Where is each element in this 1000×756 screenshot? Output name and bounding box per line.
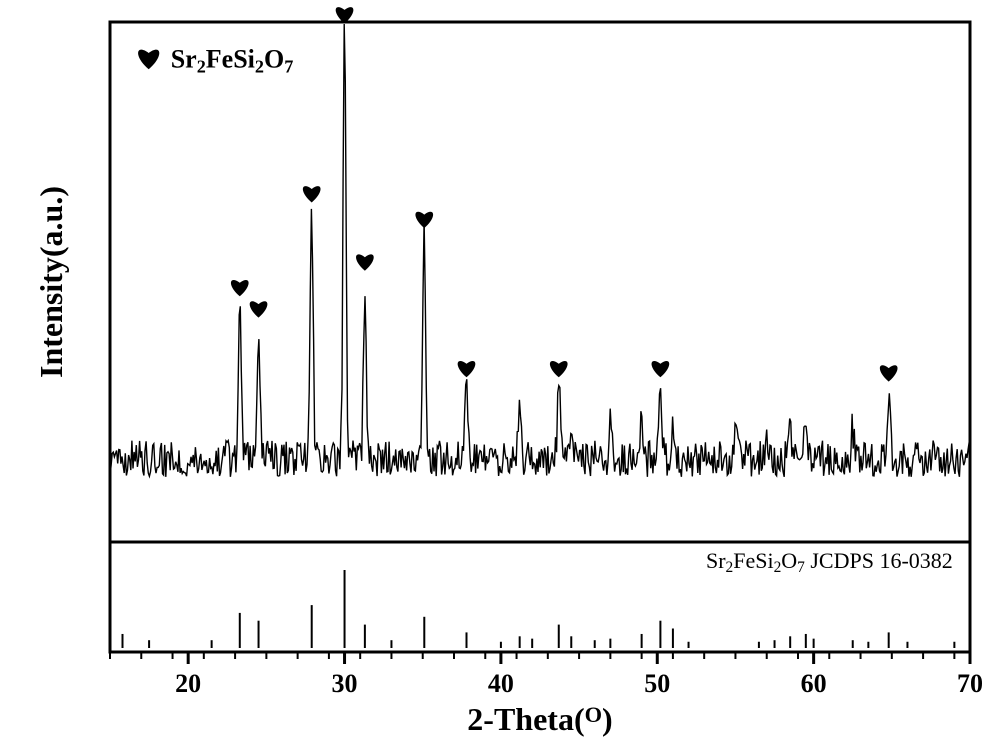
reference-label: Sr2FeSi2O7 JCDPS 16-0382 <box>706 548 953 576</box>
x-tick-label: 50 <box>644 669 670 698</box>
peak-marker-heart-icon <box>458 361 476 377</box>
peak-marker-heart-icon <box>231 280 249 296</box>
xrd-trace <box>110 24 969 477</box>
x-tick-label: 20 <box>175 669 201 698</box>
peak-marker-heart-icon <box>303 186 321 202</box>
x-tick-label: 30 <box>332 669 358 698</box>
x-tick-label: 70 <box>957 669 983 698</box>
xrd-figure: 20 30 40 50 60 70 2-Theta(O) Intensity(a.u.) Sr2… <box>0 0 1000 756</box>
peak-marker-heart-icon <box>652 361 670 377</box>
x-axis-label: 2-Theta(O) <box>467 701 612 737</box>
x-tick-label: 60 <box>801 669 827 698</box>
y-axis-label: Intensity(a.u.) <box>33 186 69 378</box>
peak-marker-heart-icon <box>550 361 568 377</box>
peak-marker-heart-icon <box>880 365 898 381</box>
peak-marker-heart-icon <box>250 301 268 317</box>
chart-svg: 20 30 40 50 60 70 2-Theta(O) Intensity(a.u.) Sr2… <box>0 0 1000 756</box>
peak-marker-heart-icon <box>415 212 433 228</box>
legend-label: Sr2FeSi2O7 <box>171 44 294 76</box>
legend-heart-icon <box>138 50 159 70</box>
peak-marker-heart-icon <box>356 254 374 270</box>
x-tick-label: 40 <box>488 669 514 698</box>
